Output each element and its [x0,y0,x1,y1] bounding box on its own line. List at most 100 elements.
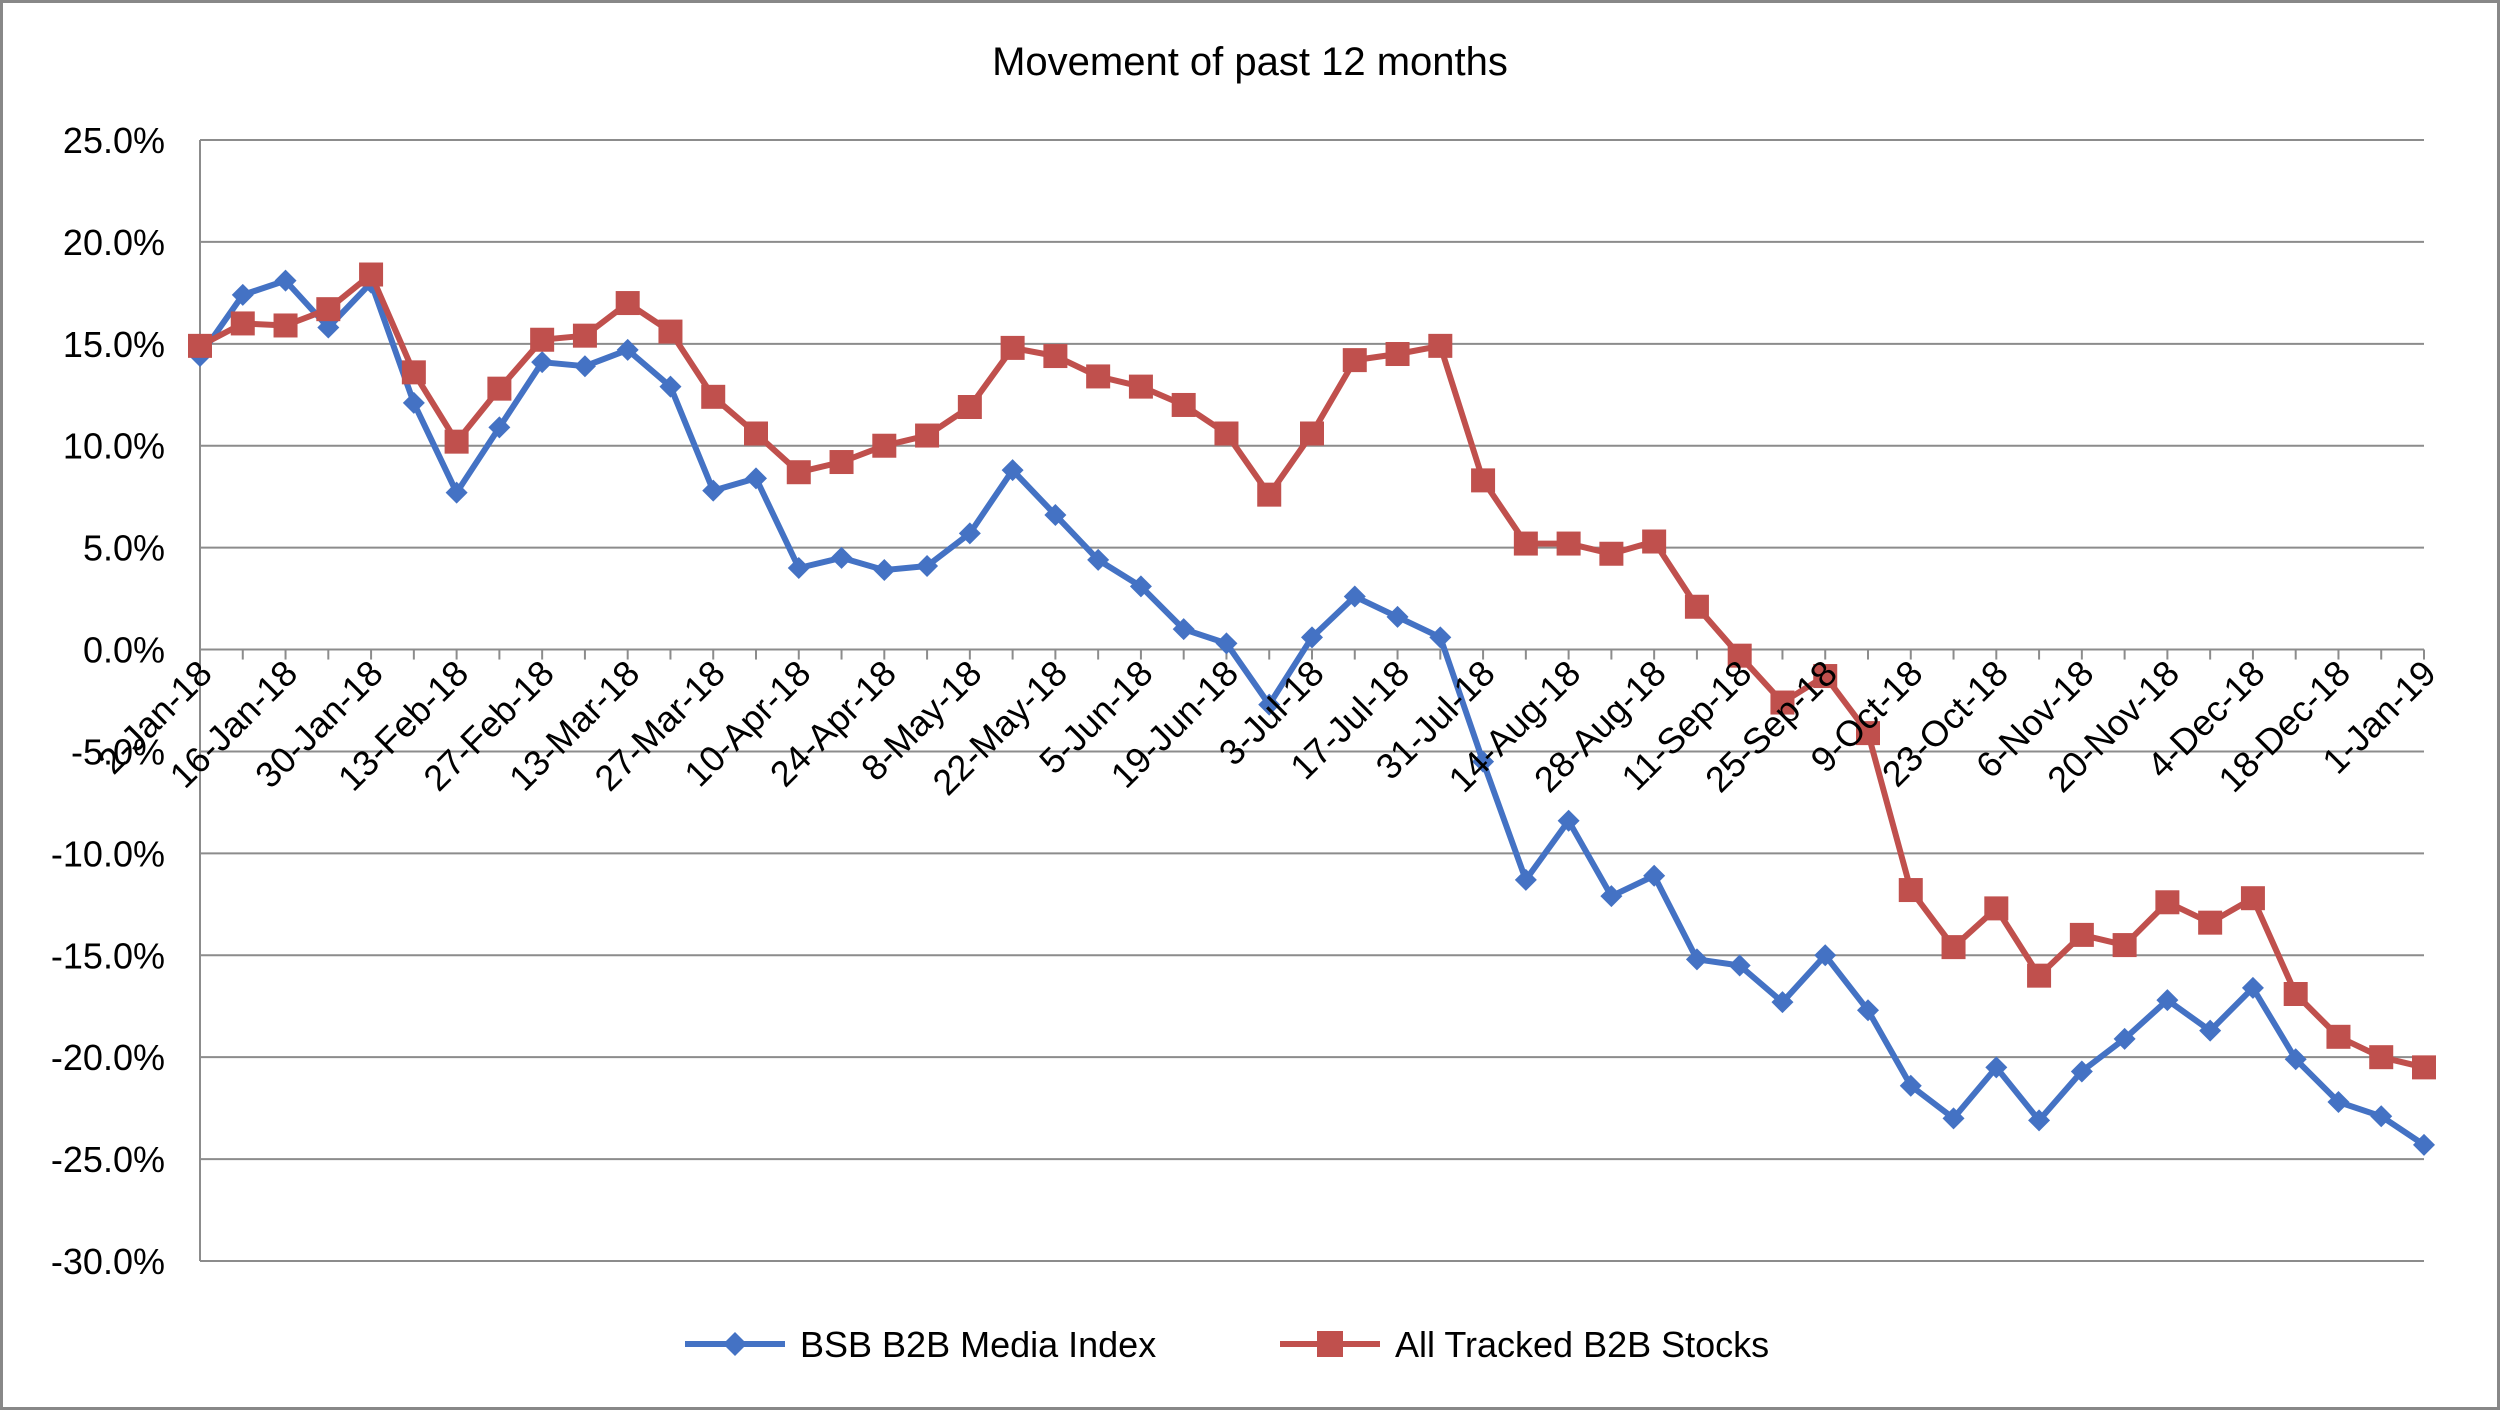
data-point [572,323,597,348]
data-point [1857,999,1879,1022]
data-point [1898,878,1923,903]
data-point [659,375,682,398]
data-point [702,479,725,502]
data-point [573,355,596,378]
data-point [1300,421,1324,446]
y-tick-label: 20.0% [63,222,165,263]
data-point [2155,890,2180,915]
data-point [916,554,939,577]
data-point [1513,531,1538,556]
legend-item: BSB B2B Media Index [685,1324,1156,1365]
data-point [1856,721,1880,746]
data-point [2199,1019,2222,1042]
data-point [2369,1045,2394,1070]
data-point [1728,954,1751,977]
data-point [829,450,854,475]
axes [199,140,2425,1261]
data-point [231,283,254,306]
data-point [488,416,511,439]
data-point [616,338,639,361]
x-axis-tick-labels: 2-Jan-1816-Jan-1830-Jan-1813-Feb-1827-Fe… [90,652,2443,803]
data-point [1813,664,1838,689]
data-point [2413,1133,2435,1156]
data-point [830,546,853,569]
data-point [1941,935,1966,960]
data-point [2370,1105,2393,1128]
data-point [2069,922,2094,947]
data-point [2284,1048,2307,1071]
data-point [1599,541,1624,566]
series-all-tracked-b2b-stocks [188,262,2436,1080]
data-point [1086,364,1111,389]
legend-item: All Tracked B2B Stocks [1280,1324,1769,1365]
data-point [958,522,981,545]
data-point [1428,333,1453,358]
data-point [1814,944,1837,967]
series-bsb-b2b-media-index [189,269,2435,1156]
data-point [1472,750,1495,773]
data-point [701,384,726,409]
data-point [1727,643,1752,668]
data-point [1001,459,1024,482]
data-point [273,313,298,338]
data-point [2283,981,2308,1006]
y-tick-label: 25.0% [63,120,165,161]
data-point [615,291,640,316]
data-point [1172,618,1195,641]
chart-title: Movement of past 12 months [992,40,1508,84]
data-point [1215,632,1238,655]
data-point [1984,896,2009,921]
data-point [2327,1091,2350,1114]
data-point [2027,963,2052,988]
data-point [2241,976,2264,999]
data-point [1301,626,1323,649]
data-point [1685,948,1708,971]
data-point [1129,575,1152,598]
data-point [316,297,341,322]
data-point [1771,991,1794,1014]
data-point [1899,1074,1922,1097]
data-point [444,429,469,454]
data-point [1471,468,1496,493]
y-tick-label: -20.0% [51,1037,165,1078]
data-point [274,269,297,292]
data-point [2028,1109,2051,1132]
y-tick-label: 5.0% [83,528,165,569]
y-tick-label: -30.0% [51,1241,165,1282]
data-point [1343,585,1366,608]
data-point [1171,392,1196,417]
data-point [2240,886,2265,911]
y-tick-label: 10.0% [63,426,165,467]
data-point [872,433,897,458]
data-point [745,467,767,490]
data-point [487,376,512,401]
series-line [197,277,2426,1148]
data-point [1257,482,1282,507]
y-axis-tick-labels: 25.0% 20.0% 15.0% 10.0% 5.0% 0.0% -5.0% -10.0% -… [51,120,165,1282]
legend-marker [723,1332,747,1356]
data-point [2113,1027,2136,1050]
data-point [1514,868,1537,891]
data-point [2412,1055,2436,1080]
legend-label: BSB B2B Media Index [800,1324,1156,1365]
data-point [786,460,811,485]
data-point [2326,1024,2351,1049]
data-point [445,481,468,504]
y-tick-label: 0.0% [83,630,165,671]
data-point [1643,864,1666,887]
data-point [1985,1056,2008,1079]
legend-marker [1317,1331,1343,1357]
data-point [531,351,554,374]
y-tick-label: 15.0% [63,324,165,365]
data-point [1770,690,1795,715]
y-tick-label: -5.0% [71,731,165,772]
data-point [1385,342,1410,367]
legend-label: All Tracked B2B Stocks [1395,1324,1769,1365]
data-point [1600,885,1623,908]
data-point [317,316,340,339]
data-point [915,423,940,448]
y-tick-label: -15.0% [51,935,165,976]
data-point [658,319,683,344]
data-point [402,391,425,414]
